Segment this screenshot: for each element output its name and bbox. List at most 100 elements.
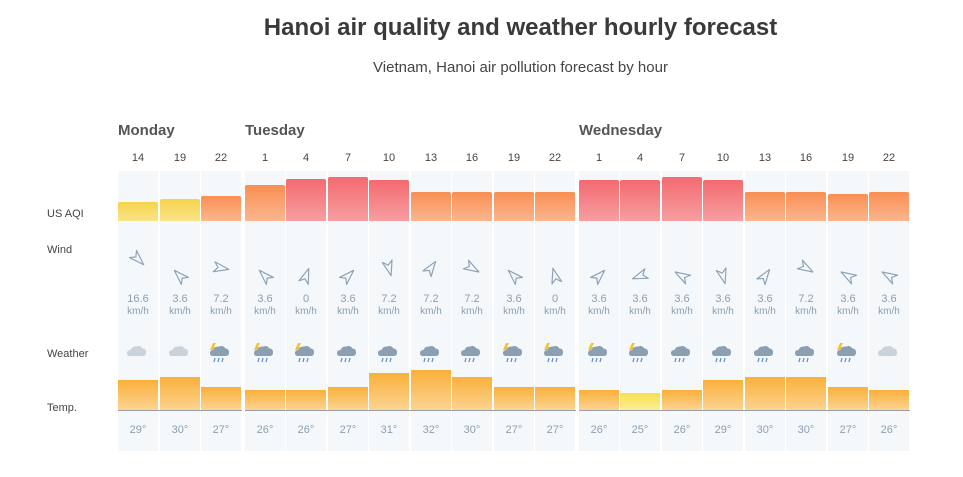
rain-cloud-icon <box>712 346 731 363</box>
wind-speed-unit: km/h <box>544 306 566 317</box>
thunderstorm-icon <box>837 343 856 363</box>
temperature-bar[interactable] <box>494 387 534 410</box>
temperature-bar[interactable] <box>245 390 285 410</box>
wind-speed-value: 7.2 <box>798 293 814 305</box>
temperature-value: 26° <box>590 424 608 436</box>
wind-speed-value: 7.2 <box>381 293 397 305</box>
hour-label: 13 <box>758 152 772 164</box>
wind-speed-unit: km/h <box>878 306 900 317</box>
temperature-bar[interactable] <box>201 387 241 410</box>
aqi-bar[interactable] <box>369 180 409 221</box>
temperature-value: 27° <box>546 424 564 436</box>
aqi-bar[interactable] <box>286 179 326 221</box>
aqi-bar[interactable] <box>828 194 868 221</box>
wind-direction-arrow-icon <box>298 267 310 285</box>
temp-baseline <box>118 410 242 411</box>
temperature-bar[interactable] <box>118 380 158 410</box>
wind-speed-value: 3.6 <box>257 293 273 305</box>
wind-speed-value: 3.6 <box>172 293 188 305</box>
aqi-bar[interactable] <box>494 192 534 221</box>
temperature-bar[interactable] <box>620 393 660 410</box>
aqi-bar[interactable] <box>535 192 575 221</box>
temperature-bar[interactable] <box>411 370 451 410</box>
temperature-value: 26° <box>673 424 691 436</box>
row-label-weather: Weather <box>47 348 89 360</box>
rain-cloud-icon <box>671 346 690 363</box>
wind-speed-unit: km/h <box>127 306 149 317</box>
wind-speed-value: 3.6 <box>340 293 356 305</box>
aqi-bar[interactable] <box>201 196 241 221</box>
cloudy-icon <box>169 346 188 356</box>
temperature-bar[interactable] <box>452 377 492 410</box>
wind-speed-value: 0 <box>551 293 559 305</box>
temperature-bar[interactable] <box>703 380 743 410</box>
wind-speed-value: 7.2 <box>423 293 439 305</box>
temperature-bar[interactable] <box>535 387 575 410</box>
wind-direction-arrow-icon <box>381 259 393 277</box>
aqi-bar[interactable] <box>160 199 200 221</box>
temperature-bar[interactable] <box>160 377 200 410</box>
wind-speed-unit: km/h <box>169 306 191 317</box>
wind-speed-unit: km/h <box>629 306 651 317</box>
thunderstorm-icon <box>295 343 314 363</box>
temperature-value: 25° <box>631 424 649 436</box>
temperature-bar[interactable] <box>745 377 785 410</box>
wind-direction-arrow-icon <box>551 267 563 285</box>
temp-baseline <box>245 410 576 411</box>
wind-speed-value: 3.6 <box>757 293 773 305</box>
rain-cloud-icon <box>420 346 439 363</box>
wind-speed-unit: km/h <box>420 306 442 317</box>
wind-speed-value: 16.6 <box>127 293 149 305</box>
wind-direction-arrow-icon <box>715 267 727 285</box>
rain-cloud-icon <box>337 346 356 363</box>
aqi-bar[interactable] <box>579 180 619 221</box>
rain-cloud-icon <box>754 346 773 363</box>
thunderstorm-icon <box>629 343 648 363</box>
hour-label: 7 <box>344 152 352 164</box>
rain-cloud-icon <box>795 346 814 363</box>
row-label-aqi: US AQI <box>47 208 84 220</box>
wind-direction-arrow-icon <box>507 269 524 286</box>
wind-speed-unit: km/h <box>503 306 525 317</box>
temperature-bar[interactable] <box>579 390 619 410</box>
wind-speed-unit: km/h <box>254 306 276 317</box>
wind-speed-value: 7.2 <box>213 293 229 305</box>
temperature-value: 27° <box>339 424 357 436</box>
aqi-bar[interactable] <box>869 192 909 221</box>
aqi-bar[interactable] <box>411 192 451 221</box>
hour-label: 22 <box>882 152 896 164</box>
aqi-bar[interactable] <box>452 192 492 221</box>
temperature-bar[interactable] <box>328 387 368 410</box>
wind-speed-unit: km/h <box>378 306 400 317</box>
temperature-bar[interactable] <box>286 390 326 410</box>
temperature-value: 30° <box>171 424 189 436</box>
chart-subtitle: Vietnam, Hanoi air pollution forecast by… <box>373 59 668 76</box>
hour-label: 4 <box>302 152 310 164</box>
aqi-bar[interactable] <box>118 202 158 221</box>
aqi-bar[interactable] <box>662 177 702 221</box>
wind-speed-value: 7.2 <box>464 293 480 305</box>
temperature-value: 30° <box>463 424 481 436</box>
aqi-bar[interactable] <box>786 192 826 221</box>
day-label-wednesday: Wednesday <box>579 122 663 139</box>
aqi-bar[interactable] <box>328 177 368 221</box>
hour-label: 16 <box>465 152 479 164</box>
rain-cloud-icon <box>461 346 480 363</box>
temperature-bar[interactable] <box>786 377 826 410</box>
temperature-bar[interactable] <box>369 373 409 410</box>
wind-direction-arrow-icon <box>631 268 649 280</box>
wind-direction-arrow-icon <box>840 271 858 285</box>
aqi-bar[interactable] <box>245 185 285 221</box>
cloudy-icon <box>127 346 146 356</box>
hour-label: 1 <box>595 152 603 164</box>
temperature-bar[interactable] <box>662 390 702 410</box>
aqi-bar[interactable] <box>745 192 785 221</box>
aqi-bar[interactable] <box>620 180 660 221</box>
wind-direction-arrow-icon <box>173 269 190 286</box>
wind-speed-unit: km/h <box>837 306 859 317</box>
hour-label: 4 <box>636 152 644 164</box>
temperature-bar[interactable] <box>869 390 909 410</box>
temperature-value: 29° <box>129 424 147 436</box>
aqi-bar[interactable] <box>703 180 743 221</box>
temperature-bar[interactable] <box>828 387 868 410</box>
